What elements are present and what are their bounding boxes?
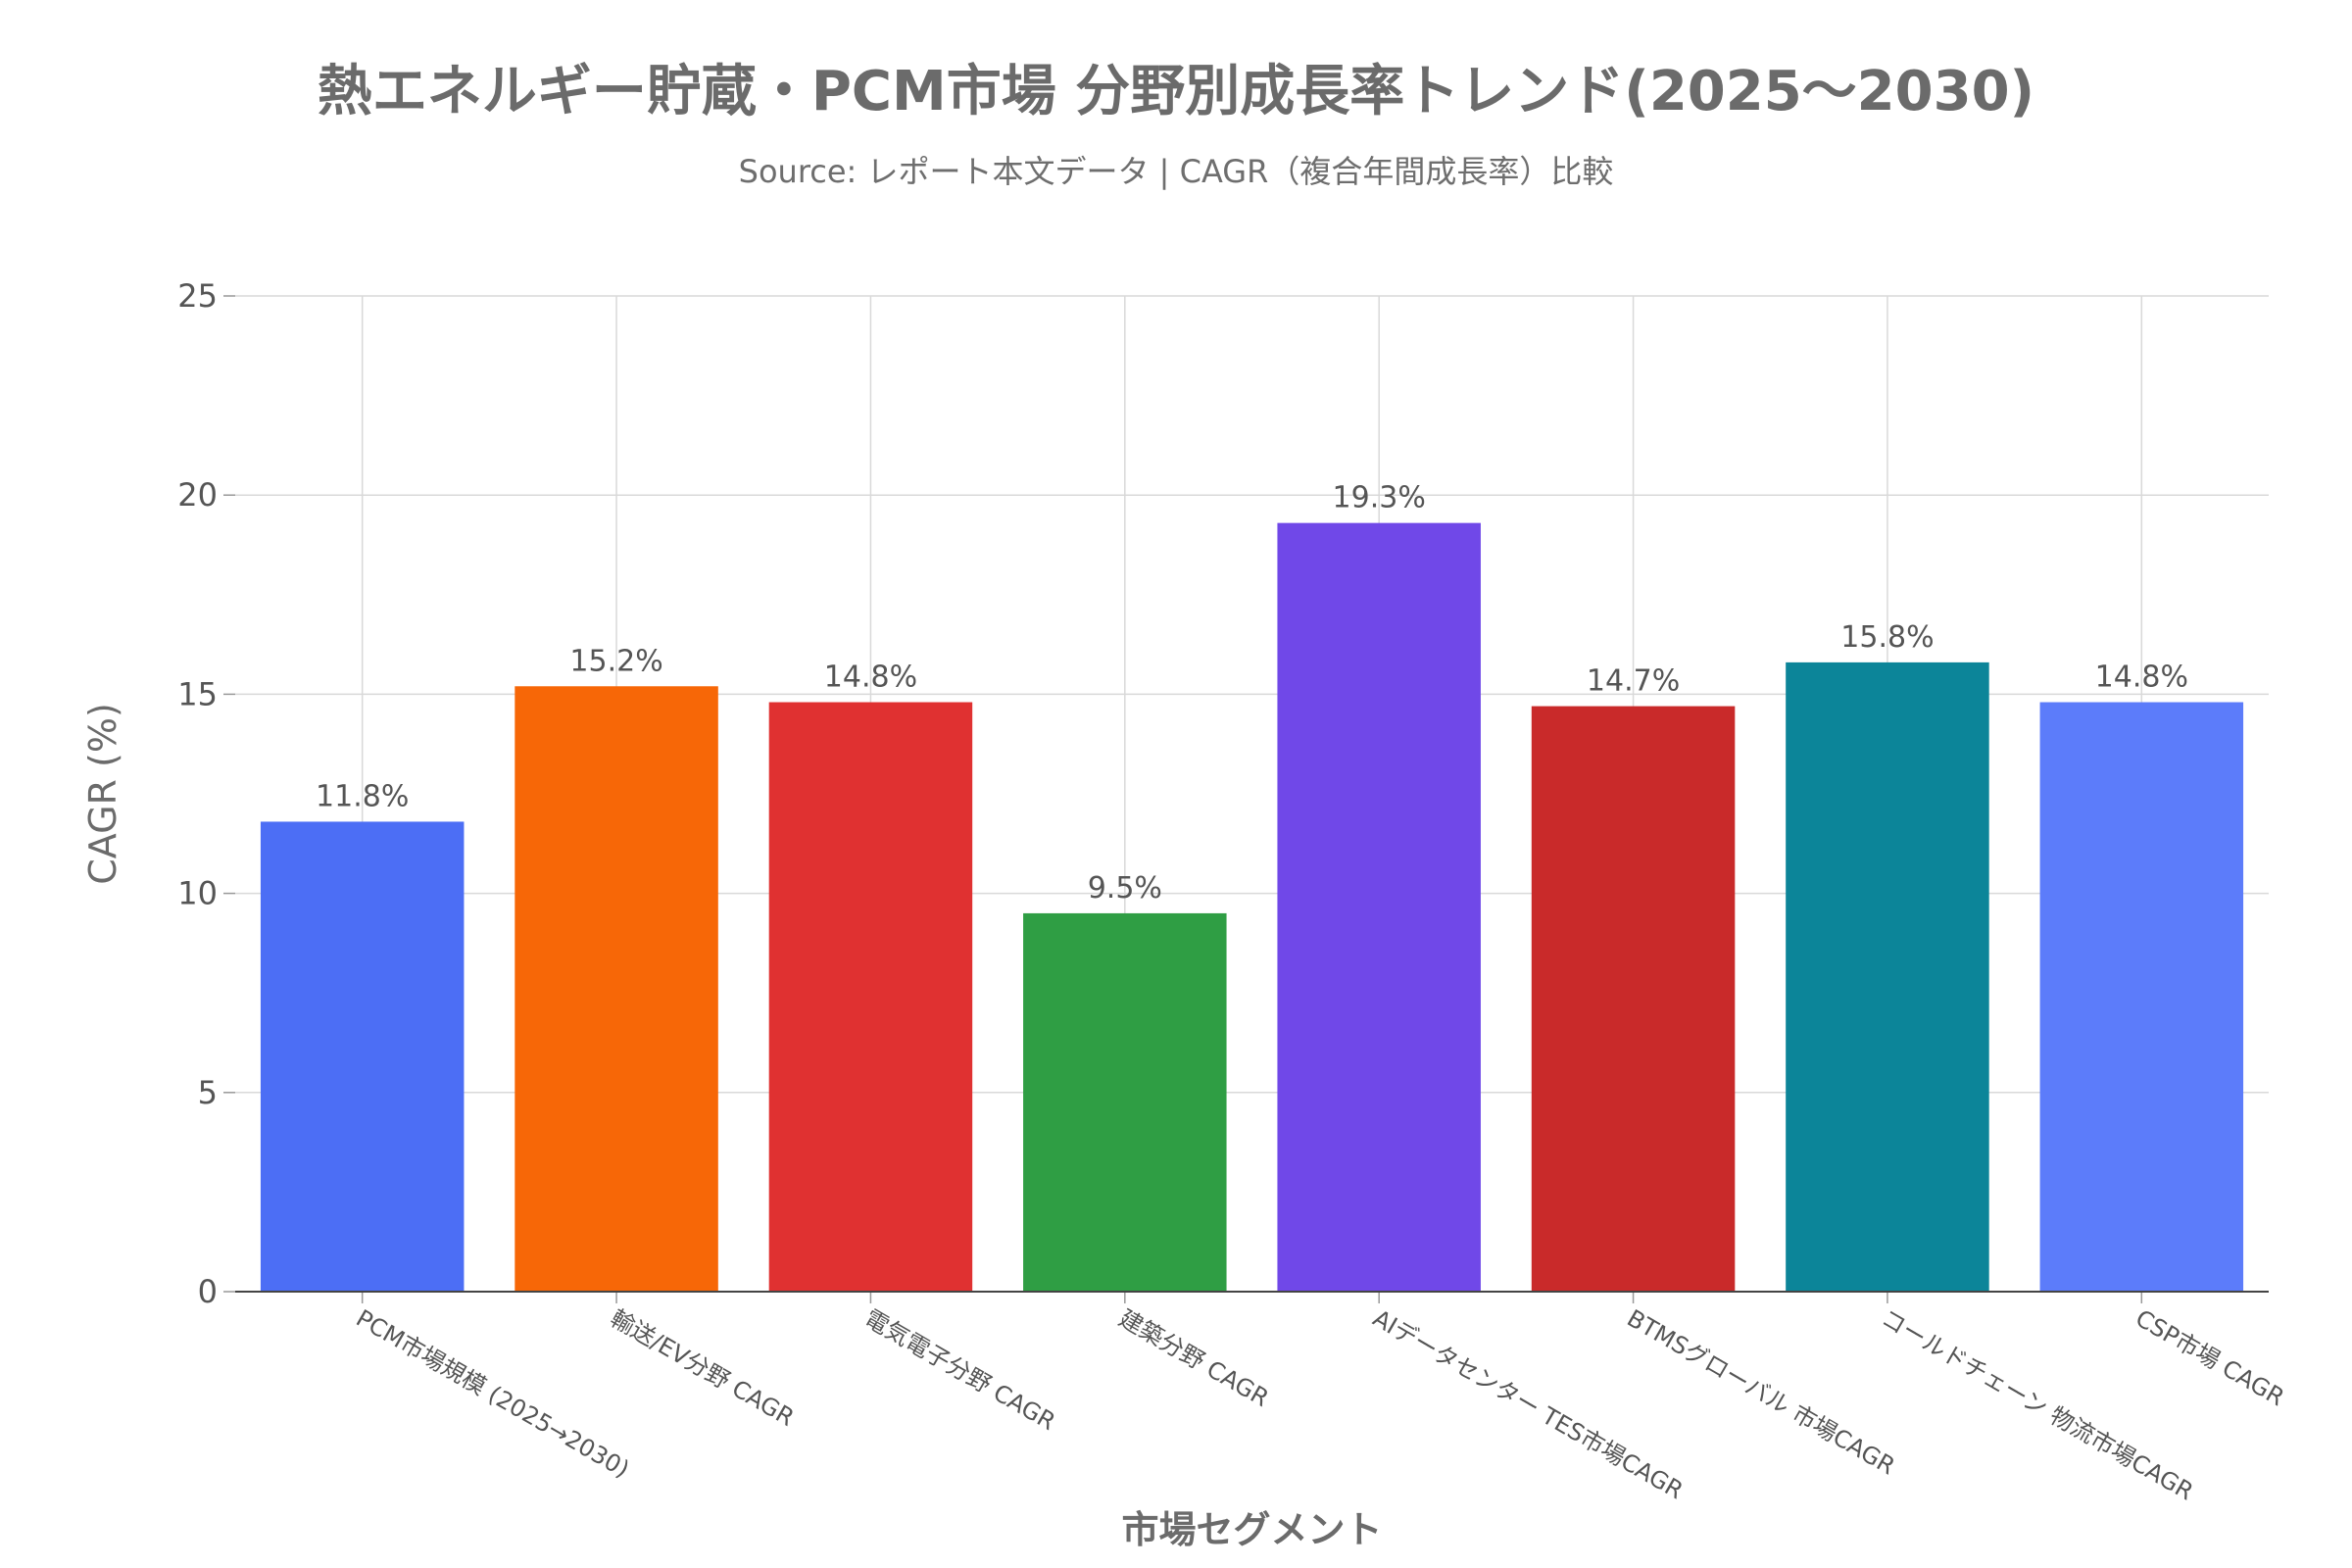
data-label: 11.8% — [316, 779, 409, 813]
x-axis-title: 市場セグメント — [1121, 1508, 1382, 1551]
bar — [1786, 662, 1989, 1292]
bar — [2039, 702, 2244, 1292]
data-label: 14.8% — [2095, 661, 2188, 695]
data-label: 15.8% — [1840, 620, 1934, 655]
x-axis-ticks: PCM市場規模 (2025→2030)輸送/EV分野 CAGR 電気電子分野 CA… — [352, 1292, 2289, 1505]
x-tick-label: CSP市場 CAGR — [2131, 1304, 2288, 1411]
y-tick-label: 5 — [198, 1074, 218, 1111]
chart-subtitle: Source: レポート本文データ | CAGR（複合年間成長率）比較 — [738, 153, 1614, 190]
y-axis-title: CAGR (%) — [81, 703, 124, 885]
bar — [1277, 522, 1481, 1292]
x-tick-label: 電気電子分野 CAGR — [859, 1304, 1059, 1436]
x-tick-label: BTMSグローバル 市場CAGR — [1623, 1304, 1900, 1480]
y-tick-label: 15 — [177, 675, 218, 712]
y-tick-label: 0 — [198, 1273, 218, 1310]
data-label: 9.5% — [1088, 871, 1162, 906]
bar — [1531, 706, 1736, 1292]
x-tick-label: PCM市場規模 (2025→2030) — [352, 1304, 634, 1484]
bar — [768, 702, 973, 1292]
bar — [1023, 912, 1227, 1292]
x-tick-label: 建築分野 CAGR — [1114, 1304, 1274, 1412]
y-tick-label: 25 — [177, 277, 218, 315]
y-tick-label: 20 — [177, 476, 218, 514]
y-tick-label: 10 — [177, 875, 218, 912]
y-axis-ticks: 0 5 10 15 20 25 — [177, 277, 235, 1310]
x-tick-label: 輸送/EV分野 CAGR — [606, 1304, 799, 1432]
data-label: 14.7% — [1587, 664, 1680, 699]
bars — [260, 522, 2244, 1292]
data-label: 15.2% — [569, 644, 662, 678]
chart-title: 熱エネルギー貯蔵・PCM市場 分野別成長率トレンド(2025〜2030) — [317, 60, 2035, 123]
data-label: 14.8% — [824, 661, 917, 695]
bar — [514, 686, 718, 1292]
bar — [260, 821, 465, 1292]
data-label: 19.3% — [1333, 481, 1426, 515]
data-labels: 11.8% 15.2% 14.8% 9.5% 19.3% 14.7% 15.8% 14.8% — [316, 481, 2188, 906]
